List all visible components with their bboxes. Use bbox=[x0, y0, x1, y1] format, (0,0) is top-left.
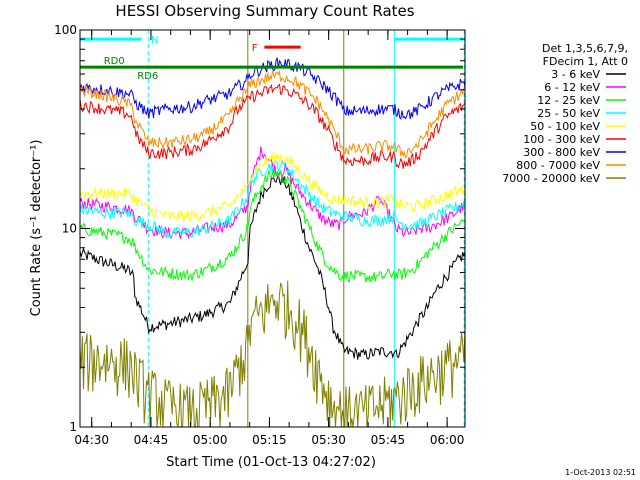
x-axis-label: Start Time (01-Oct-13 04:27:02) bbox=[166, 455, 376, 470]
legend-label-8: 7000 - 20000 keV bbox=[502, 172, 600, 185]
series-line-5 bbox=[79, 83, 466, 169]
y-tick-label-1: 10 bbox=[62, 222, 77, 236]
legend-label-7: 800 - 7000 keV bbox=[516, 159, 600, 172]
x-tick-label-6: 06:00 bbox=[430, 433, 465, 447]
legend-header-0: Det 1,3,5,6,7,9, bbox=[542, 42, 628, 55]
plot-area: N RD0 RD6 F bbox=[79, 30, 466, 429]
timestamp: 1-Oct-2013 02:51 bbox=[565, 468, 636, 477]
y-axis-label: Count Rate (s⁻¹ detector⁻¹) bbox=[29, 140, 44, 317]
legend: Det 1,3,5,6,7,9,FDecim 1, Att 03 - 6 keV… bbox=[502, 42, 628, 185]
annotation-label-1: RD0 bbox=[104, 56, 125, 67]
x-tick-label-1: 04:45 bbox=[134, 433, 169, 447]
legend-label-3: 25 - 50 keV bbox=[537, 107, 600, 120]
series-line-7 bbox=[79, 69, 466, 159]
series-line-4 bbox=[79, 151, 466, 223]
y-tick-label-2: 100 bbox=[54, 23, 77, 37]
annotation-label-3: F bbox=[252, 43, 258, 54]
y-tick-label-0: 1 bbox=[69, 420, 77, 434]
legend-label-1: 6 - 12 keV bbox=[544, 81, 600, 94]
legend-label-4: 50 - 100 keV bbox=[530, 120, 600, 133]
legend-header-1: FDecim 1, Att 0 bbox=[543, 55, 628, 68]
annotation-label-0: N bbox=[151, 35, 158, 46]
series-line-8 bbox=[79, 280, 466, 429]
x-tick-label-2: 05:00 bbox=[193, 433, 228, 447]
legend-label-6: 300 - 800 keV bbox=[523, 146, 600, 159]
chart-title: HESSI Observing Summary Count Rates bbox=[115, 2, 414, 20]
annotation-label-2: RD6 bbox=[137, 71, 158, 82]
x-tick-label-4: 05:30 bbox=[311, 433, 346, 447]
legend-label-0: 3 - 6 keV bbox=[551, 68, 600, 81]
legend-label-2: 12 - 25 keV bbox=[537, 94, 600, 107]
series-line-6 bbox=[79, 57, 466, 120]
x-tick-label-5: 05:45 bbox=[371, 433, 406, 447]
axes: 1 10 100 04:30 04:45 05:00 05:15 05:30 05:45 06:0… bbox=[54, 23, 466, 447]
x-tick-label-3: 05:15 bbox=[252, 433, 287, 447]
x-tick-label-0: 04:30 bbox=[74, 433, 109, 447]
series-line-1 bbox=[79, 146, 466, 240]
series-line-0 bbox=[79, 173, 466, 360]
series-line-3 bbox=[79, 158, 466, 239]
legend-label-5: 100 - 300 keV bbox=[523, 133, 600, 146]
